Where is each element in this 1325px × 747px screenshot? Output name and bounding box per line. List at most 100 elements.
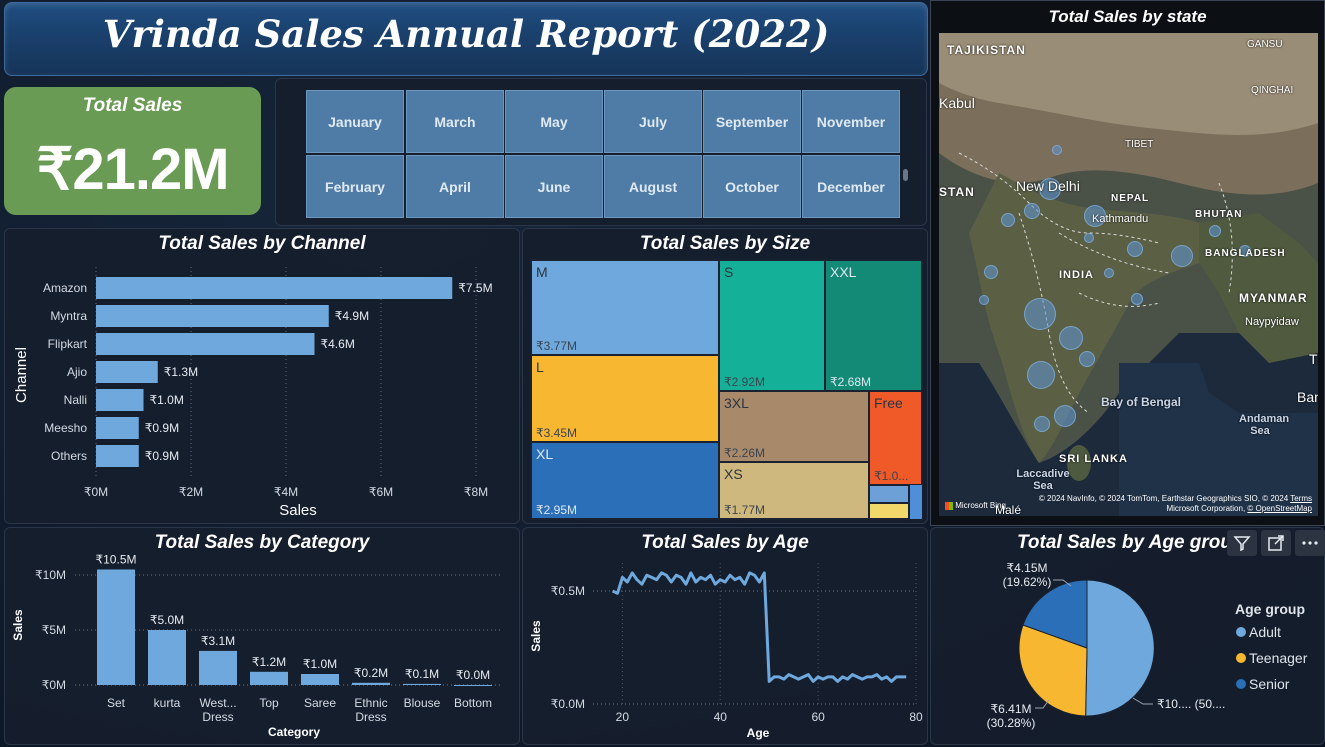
tile-value-label: ₹1.0... [874, 469, 908, 483]
month-button[interactable]: August [604, 155, 702, 218]
tile-value-label: ₹2.95M [536, 503, 577, 517]
slicer-scrollbar[interactable] [903, 169, 908, 181]
leader-line [1132, 697, 1153, 705]
focus-mode-icon[interactable] [1261, 530, 1291, 556]
map-label: TIBET [1125, 139, 1154, 150]
x-tick-label: ₹2M [179, 485, 203, 499]
more-options-icon[interactable] [1295, 530, 1325, 556]
filter-icon[interactable] [1227, 530, 1257, 556]
terms-link[interactable]: Terms [1290, 494, 1312, 503]
x-tick-label: ₹6M [369, 485, 393, 499]
osm-link[interactable]: © OpenStreetMap [1247, 504, 1312, 513]
month-button[interactable]: December [802, 155, 900, 218]
map-title: Total Sales by state [1048, 7, 1207, 26]
month-button[interactable]: July [604, 90, 702, 153]
treemap-tile [530, 354, 720, 443]
category-label: Top [259, 696, 279, 710]
x-axis-title: Category [268, 725, 320, 739]
map-label: BHUTAN [1195, 209, 1243, 220]
bar [96, 305, 329, 327]
category-label: kurta [154, 696, 181, 710]
bar [199, 650, 237, 685]
slice-label: ₹10.... (50.... [1157, 697, 1225, 711]
total-sales-card: Total Sales ₹21.2M [4, 87, 261, 215]
legend-label: Teenager [1249, 650, 1308, 666]
month-button[interactable]: January [306, 90, 404, 153]
month-button[interactable]: May [505, 90, 603, 153]
map-label: Naypyidaw [1245, 316, 1299, 328]
slice-label: ₹6.41M [991, 702, 1032, 716]
category-label: Dress [202, 710, 233, 724]
treemap-tile [910, 485, 922, 519]
y-tick-label: ₹0M [42, 678, 66, 692]
slice-label: ₹4.15M [1007, 561, 1048, 575]
x-tick-label: ₹4M [274, 485, 298, 499]
bar [403, 683, 441, 685]
bar [96, 389, 144, 411]
y-axis-title: Channel [13, 347, 30, 403]
channel-chart: ₹0M ₹2M ₹4M ₹6M ₹8M Amazon ₹7.5M Myntra ₹4.9M Fli… [13, 267, 493, 519]
pie-slice [1022, 579, 1088, 649]
x-tick-label: 60 [811, 710, 825, 724]
data-label: ₹5.0M [150, 613, 184, 627]
leader-line [1053, 579, 1072, 587]
tile-category-label: S [724, 264, 733, 280]
tile-category-label: Free [874, 395, 903, 411]
map-label: Malé [995, 503, 1022, 516]
treemap-tile [718, 461, 870, 520]
category-label: Nalli [64, 393, 87, 407]
category-label: West... [199, 696, 236, 710]
data-label: ₹4.6M [321, 337, 355, 351]
age-chart-title: Total Sales by Age [641, 532, 809, 553]
map-label: MYANMAR [1239, 291, 1308, 305]
month-button[interactable]: June [505, 155, 603, 218]
legend-label: Senior [1249, 676, 1290, 692]
series-line [611, 571, 907, 683]
legend-marker [1236, 627, 1246, 637]
bar [148, 630, 186, 685]
month-button[interactable]: October [703, 155, 801, 218]
data-label: ₹1.0M [303, 657, 337, 671]
x-axis-title: Sales [279, 502, 317, 519]
agegroup-chart-panel: Total Sales by Age group ₹4.15M (19.62%) ₹… [930, 527, 1325, 745]
data-label: ₹0.0M [456, 668, 490, 682]
y-tick-label: ₹0.0M [551, 697, 585, 711]
data-label: ₹1.0M [150, 393, 184, 407]
category-label: Flipkart [48, 337, 88, 351]
month-button[interactable]: February [306, 155, 404, 218]
month-button[interactable]: November [802, 90, 900, 153]
y-tick-label: ₹5M [42, 623, 66, 637]
channel-chart-panel: Total Sales by Channel ₹0M ₹2M ₹4M ₹6M ₹8M Am… [4, 228, 520, 524]
x-tick-label: 40 [714, 710, 728, 724]
tile-value-label: ₹3.77M [536, 339, 577, 353]
month-button[interactable]: April [406, 155, 504, 218]
map-label: TAJIKISTAN [947, 43, 1026, 57]
size-treemap: M ₹3.77M L ₹3.45M XL ₹2.95M S ₹2.92M XXL ₹2.68M 3X… [530, 259, 923, 520]
tile-category-label: XXL [830, 264, 857, 280]
map-label: TH [1309, 351, 1318, 367]
legend-marker [1236, 679, 1246, 689]
month-button[interactable]: September [703, 90, 801, 153]
bar [96, 277, 453, 299]
tile-value-label: ₹2.26M [724, 446, 765, 460]
y-axis-title: Sales [529, 620, 543, 652]
month-slicer: January March May July September Novembe… [275, 78, 927, 226]
map-attribution: © 2024 NavInfo, © 2024 TomTom, Earthstar… [1039, 494, 1312, 514]
treemap-tile [718, 259, 826, 392]
month-button[interactable]: March [406, 90, 504, 153]
category-chart-title: Total Sales by Category [154, 532, 370, 553]
category-label: Others [51, 449, 87, 463]
y-axis-title: Sales [11, 609, 25, 641]
attribution-text: © 2024 NavInfo, © 2024 TomTom, Earthstar… [1038, 494, 1289, 503]
legend-title: Age group [1235, 601, 1305, 617]
category-chart: ₹10M ₹5M ₹0M ₹10.5M Set ₹5.0M kurta ₹3.1M West..… [11, 553, 503, 739]
category-label: Blouse [404, 696, 441, 710]
category-label: Ajio [67, 365, 87, 379]
satellite-map[interactable]: TAJIKISTAN GANSU QINGHAI Kabul TIBET STA… [939, 33, 1318, 516]
treemap-tile [530, 259, 720, 356]
age-chart-panel: Total Sales by Age ₹0.5M ₹0.0M 20 40 60 80 Age… [522, 527, 928, 745]
leader-line [1035, 699, 1050, 709]
data-label: ₹0.1M [405, 667, 439, 681]
bing-logo: Microsoft Bing [945, 501, 1006, 510]
treemap-tile [530, 441, 720, 520]
